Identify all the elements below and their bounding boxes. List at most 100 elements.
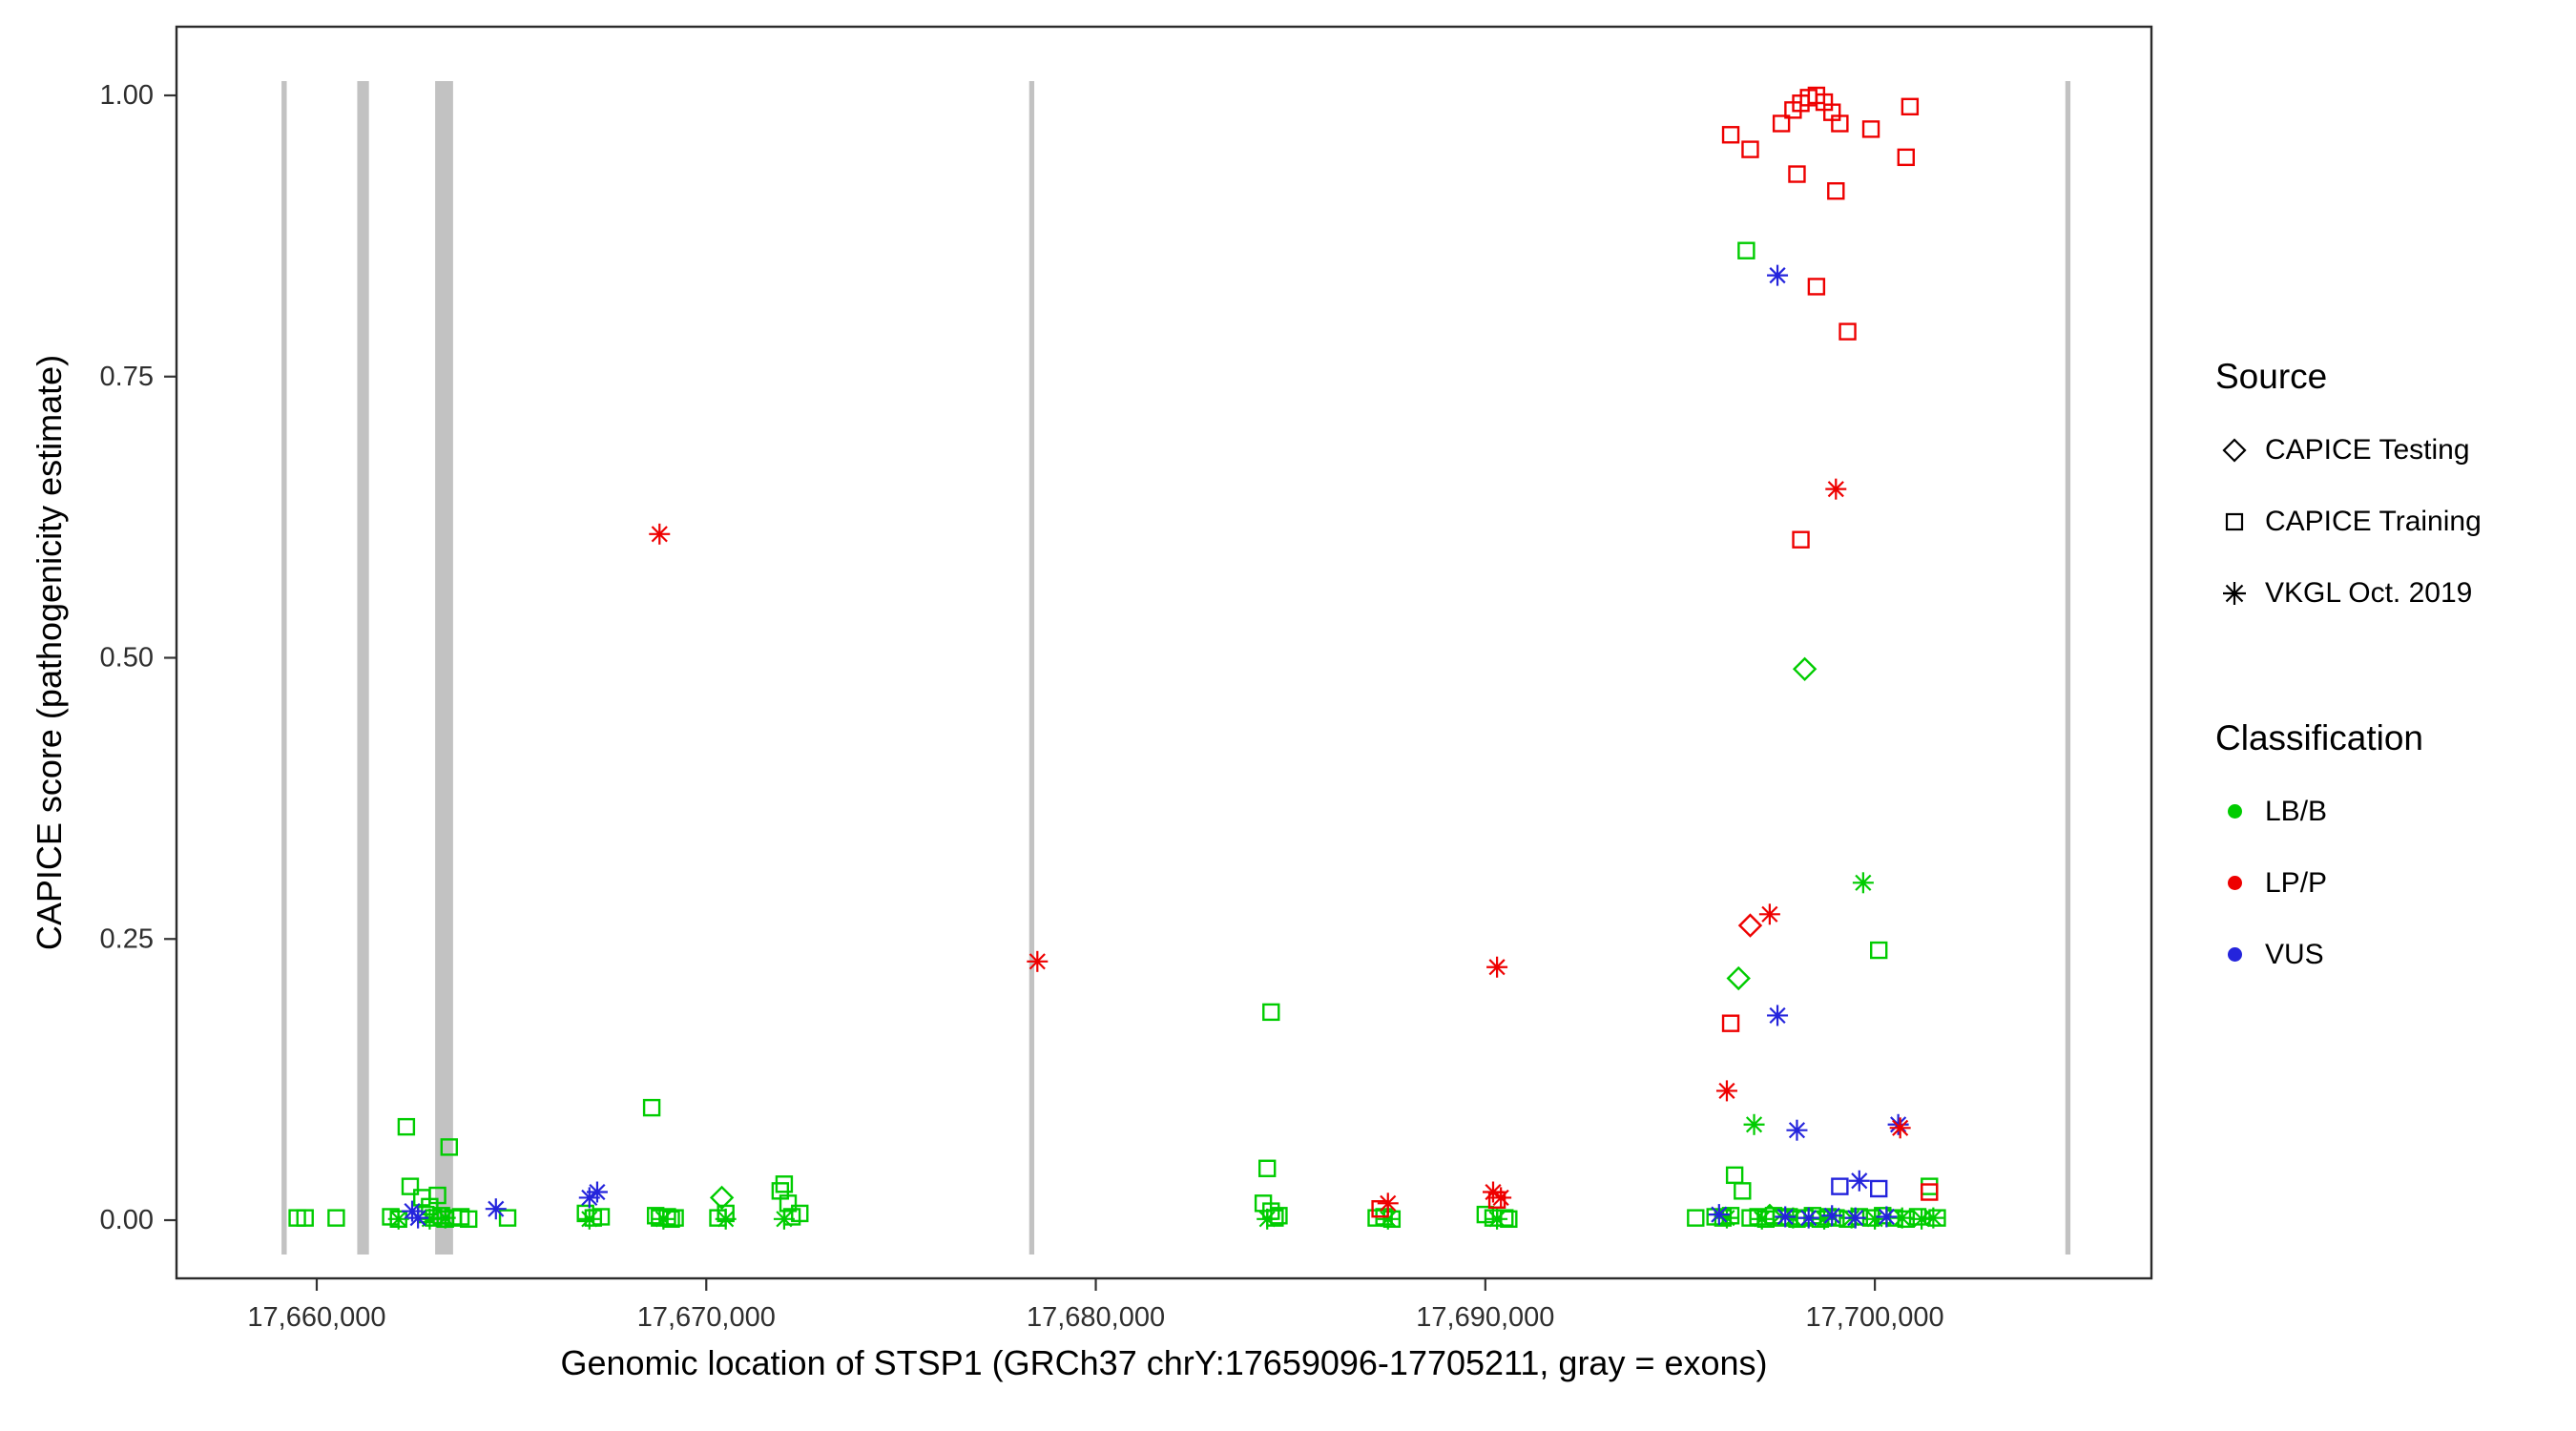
data-point-asterisk [1488, 1211, 1506, 1228]
legend-item-lpp: LP/P [2215, 847, 2482, 919]
data-point-square [1870, 1179, 1888, 1198]
data-point-square [1807, 278, 1826, 296]
data-point-asterisk [1866, 1211, 1883, 1228]
data-point-asterisk [581, 1211, 598, 1228]
data-point-square [779, 1194, 798, 1213]
data-point-square [1737, 241, 1755, 259]
data-point-square [440, 1138, 458, 1156]
data-point-square [1734, 1182, 1752, 1200]
data-point-asterisk [1800, 1210, 1818, 1227]
data-point-asterisk [1258, 1211, 1276, 1228]
asterisk-icon [2215, 577, 2254, 610]
legend-item-label: VUS [2265, 938, 2324, 970]
data-point-square [791, 1204, 809, 1223]
data-point-square [1870, 941, 1888, 960]
legend-item-label: CAPICE Testing [2265, 433, 2470, 466]
legend-item-vkgl: VKGL Oct. 2019 [2215, 557, 2482, 629]
y-tick-label: 0.25 [100, 923, 154, 954]
data-point-asterisk [717, 1211, 735, 1228]
data-point-asterisk [1823, 1207, 1840, 1224]
data-point-square [1908, 1208, 1927, 1226]
square-icon [2215, 506, 2254, 538]
y-tick-label: 0.00 [100, 1205, 154, 1235]
y-axis-title: CAPICE score (pathogenicity estimate) [30, 354, 69, 951]
data-point-square [1792, 530, 1810, 549]
exon-bar [435, 81, 453, 1255]
data-point-square [642, 1098, 661, 1117]
legend: Source CAPICE Testing CAPICE Training [2215, 355, 2482, 990]
legend-item-label: VKGL Oct. 2019 [2265, 576, 2473, 609]
x-tick-label: 17,670,000 [637, 1302, 776, 1333]
data-point-square [666, 1209, 684, 1227]
data-point-asterisk [1711, 1206, 1728, 1223]
data-point-square [498, 1209, 517, 1227]
x-tick-label: 17,690,000 [1416, 1302, 1554, 1333]
data-point-asterisk [390, 1211, 407, 1228]
exon-bar [357, 81, 369, 1255]
data-point-asterisk [1784, 1210, 1801, 1227]
data-point-square [1721, 1207, 1740, 1225]
data-point-asterisk [1892, 1119, 1909, 1136]
data-point-square [1831, 1177, 1849, 1195]
data-point-asterisk [409, 1210, 426, 1227]
x-axis-title: Genomic location of STSP1 (GRCh37 chrY:1… [560, 1343, 1768, 1382]
data-point-square [1741, 140, 1759, 158]
data-point-square [1262, 1003, 1280, 1022]
data-point-asterisk [1851, 1172, 1868, 1190]
data-point-asterisk [1761, 905, 1778, 923]
legend-classification-title: Classification [2215, 718, 2423, 757]
data-point-asterisk [1913, 1211, 1930, 1228]
legend-item-label: LB/B [2265, 795, 2328, 827]
data-point-asterisk [1894, 1210, 1911, 1227]
y-tick-label: 0.50 [100, 643, 154, 674]
data-point-asterisk [1827, 481, 1844, 498]
data-point-square [1861, 120, 1880, 138]
data-point-square [1827, 182, 1845, 200]
legend-item-capice-testing: CAPICE Testing [2215, 414, 2482, 486]
data-point-asterisk [1718, 1082, 1735, 1099]
data-point-square [1831, 114, 1849, 133]
data-point-square [1257, 1159, 1277, 1177]
data-point-square [296, 1209, 314, 1227]
data-point-square [1921, 1177, 1939, 1195]
data-point-asterisk [1718, 1210, 1735, 1227]
data-point-square [1901, 97, 1920, 115]
data-point-asterisk [1754, 1211, 1771, 1228]
exon-bar [1028, 81, 1035, 1255]
data-point-asterisk [651, 526, 668, 543]
data-point-asterisk [1745, 1116, 1763, 1133]
data-point-asterisk [589, 1183, 606, 1201]
legend-item-vus: VUS [2215, 919, 2482, 990]
data-point-square [1788, 165, 1806, 183]
data-point-diamond [709, 1185, 735, 1211]
legend-group-classification: Classification LB/B LP/P VUS [2215, 716, 2482, 990]
data-point-asterisk [1492, 1189, 1509, 1206]
data-point-square [428, 1186, 447, 1205]
green-dot-icon [2215, 804, 2254, 819]
diamond-icon [2215, 434, 2254, 467]
data-point-asterisk [776, 1211, 793, 1228]
data-point-square [327, 1209, 345, 1227]
data-point-asterisk [1380, 1211, 1397, 1228]
data-point-square [775, 1175, 794, 1193]
data-point-asterisk [1855, 874, 1872, 891]
data-point-square [1687, 1209, 1705, 1227]
data-point-diamond [1792, 656, 1818, 681]
data-point-square [460, 1210, 478, 1229]
data-point-asterisk [1878, 1208, 1895, 1226]
data-point-square [1921, 1183, 1939, 1201]
data-point-square [1839, 322, 1857, 341]
legend-item-lbb: LB/B [2215, 776, 2482, 847]
data-point-asterisk [1788, 1122, 1806, 1139]
data-point-asterisk [437, 1210, 454, 1227]
data-point-square [1772, 114, 1791, 133]
data-point-asterisk [1485, 1183, 1502, 1201]
exon-bar [281, 81, 287, 1255]
data-point-square [1725, 1166, 1744, 1185]
data-point-asterisk [1924, 1210, 1942, 1227]
data-point-diamond [1737, 913, 1763, 938]
legend-source-title: Source [2215, 357, 2328, 396]
data-point-square [1721, 1014, 1740, 1032]
legend-item-label: LP/P [2265, 866, 2328, 899]
legend-item-label: CAPICE Training [2265, 505, 2482, 537]
